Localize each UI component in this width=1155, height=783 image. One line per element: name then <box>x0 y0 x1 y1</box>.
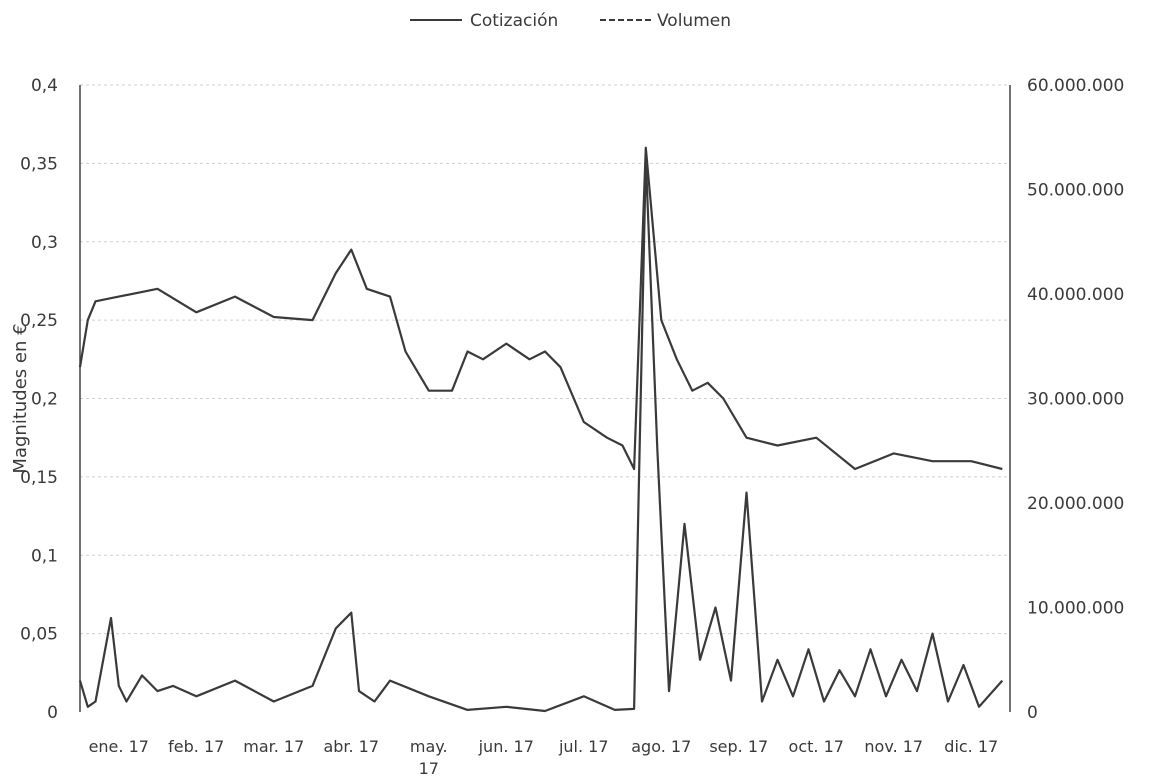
y-left-tick-label: 0,4 <box>31 76 58 96</box>
x-tick-label: mar. 17 <box>243 737 304 756</box>
x-tick-label: may. 17 <box>410 737 448 778</box>
y-left-tick-label: 0,35 <box>20 154 58 174</box>
x-tick-label: ago. 17 <box>631 737 691 756</box>
legend: Cotización Volumen <box>410 11 731 31</box>
x-tick-label: jun. 17 <box>478 737 534 756</box>
x-tick-label: oct. 17 <box>789 737 844 756</box>
y-left-tick-label: 0,25 <box>20 311 58 331</box>
series-lines <box>78 146 1004 713</box>
x-tick-label: ene. 17 <box>89 737 149 756</box>
x-tick-label: nov. 17 <box>864 737 923 756</box>
y-left-tick-label: 0,2 <box>31 390 58 410</box>
axes: 0 0,05 0,1 0,15 0,2 0,25 0,3 0,35 0,4 0 10.000.000… <box>20 76 1124 778</box>
y-right-tick-label: 60.000.000 <box>1027 76 1124 96</box>
y-right-tick-label: 10.000.000 <box>1027 599 1124 619</box>
x-tick-label: dic. 17 <box>944 737 998 756</box>
x-tick-label: abr. 17 <box>323 737 379 756</box>
x-tick-label: sep. 17 <box>709 737 768 756</box>
y-right-tick-label: 30.000.000 <box>1027 390 1124 410</box>
axis-labels: Magnitudes en € <box>10 323 31 473</box>
y-left-tick-label: 0 <box>47 703 58 723</box>
gridlines <box>80 84 1010 635</box>
y-left-tick-label: 0,1 <box>31 546 58 566</box>
y-axis-title: Magnitudes en € <box>10 323 31 473</box>
y-right-tick-label: 0 <box>1027 703 1038 723</box>
series-line-cotizacion <box>78 146 1003 471</box>
legend-label: Cotización <box>470 11 558 31</box>
y-right-tick-label: 50.000.000 <box>1027 181 1124 201</box>
x-tick-label: feb. 17 <box>168 737 224 756</box>
y-left-tick-label: 0,3 <box>31 233 58 253</box>
series-line-volumen <box>78 157 1004 713</box>
y-left-tick-label: 0,15 <box>20 468 58 488</box>
x-tick-label: jul. 17 <box>558 737 609 756</box>
y-right-tick-label: 20.000.000 <box>1027 494 1124 514</box>
legend-label: Volumen <box>657 11 731 31</box>
y-right-tick-label: 40.000.000 <box>1027 285 1124 305</box>
y-left-tick-label: 0,05 <box>20 625 58 645</box>
